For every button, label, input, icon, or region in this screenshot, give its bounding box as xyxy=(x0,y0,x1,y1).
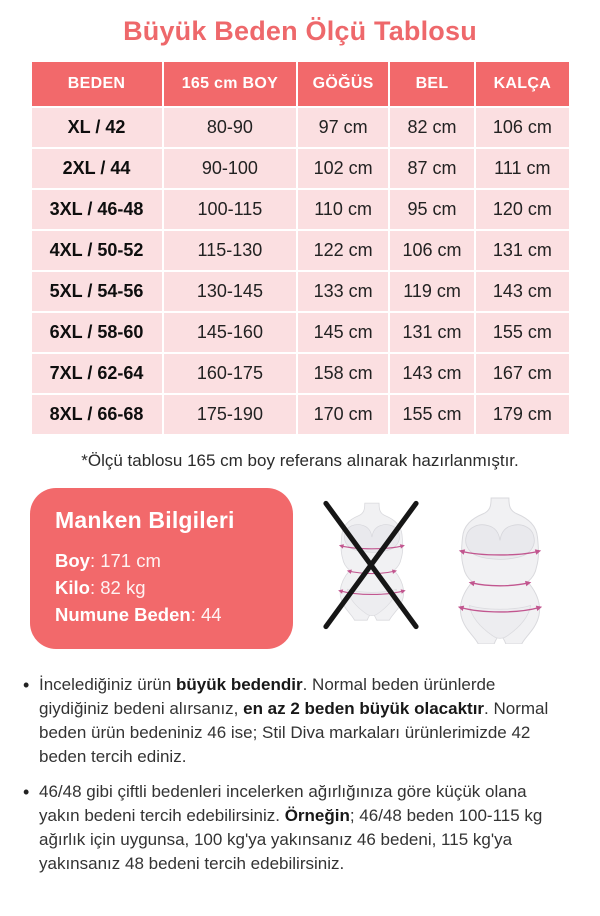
model-sample-size-line: Numune Beden: 44 xyxy=(55,601,275,628)
body-measurement-diagram-icon xyxy=(450,496,550,644)
note-text: . Normal beden ürünlerde giydiğiniz bede… xyxy=(39,675,496,718)
table-cell: 80-90 xyxy=(161,106,299,149)
column-header-gogus: GÖĞÜS xyxy=(296,60,390,108)
table-cell: 106 cm xyxy=(474,106,571,149)
notes-list: İncelediğiniz ürün büyük bedendir. Norma… xyxy=(22,673,570,876)
model-info-section: Manken Bilgileri Boy: 171 cm Kilo: 82 kg… xyxy=(30,488,574,649)
model-sample-size-label: Numune Beden xyxy=(55,604,191,625)
table-cell: 167 cm xyxy=(474,352,571,395)
table-cell: 100-115 xyxy=(161,188,299,231)
column-header-boy: 165 cm BOY xyxy=(161,60,299,108)
column-header-bel: BEL xyxy=(387,60,477,108)
table-cell: 130-145 xyxy=(161,270,299,313)
note-text: İncelediğiniz ürün xyxy=(39,675,177,694)
note-bold-text: en az 2 beden büyük olacaktır xyxy=(243,699,485,718)
column-header-kalca: KALÇA xyxy=(474,60,571,108)
table-cell: 90-100 xyxy=(161,147,299,190)
size-cell: 6XL / 58-60 xyxy=(29,311,164,354)
table-cell: 131 cm xyxy=(387,311,477,354)
table-cell: 179 cm xyxy=(474,393,571,436)
table-cell: 110 cm xyxy=(296,188,390,231)
page-title: Büyük Beden Ölçü Tablosu xyxy=(123,16,477,46)
table-cell: 120 cm xyxy=(474,188,571,231)
table-cell: 82 cm xyxy=(387,106,477,149)
table-cell: 145-160 xyxy=(161,311,299,354)
model-info-title: Manken Bilgileri xyxy=(55,507,235,533)
table-cell: 143 cm xyxy=(387,352,477,395)
table-row: XL / 42 80-90 97 cm 82 cm 106 cm xyxy=(29,106,571,149)
table-cell: 155 cm xyxy=(387,393,477,436)
model-info-card: Manken Bilgileri Boy: 171 cm Kilo: 82 kg… xyxy=(30,488,293,649)
table-cell: 102 cm xyxy=(296,147,390,190)
size-cell: 3XL / 46-48 xyxy=(29,188,164,231)
table-cell: 160-175 xyxy=(161,352,299,395)
column-header-beden: BEDEN xyxy=(29,60,164,108)
size-cell: 7XL / 62-64 xyxy=(29,352,164,395)
table-header-row: BEDEN 165 cm BOY GÖĞÜS BEL KALÇA xyxy=(29,60,571,108)
note-text: . Normal beden ürün bedeniniz 46 ise; St… xyxy=(39,699,549,766)
table-cell: 106 cm xyxy=(387,229,477,272)
table-cell: 143 cm xyxy=(474,270,571,313)
size-cell: 5XL / 54-56 xyxy=(29,270,164,313)
table-cell: 133 cm xyxy=(296,270,390,313)
table-cell: 170 cm xyxy=(296,393,390,436)
table-cell: 122 cm xyxy=(296,229,390,272)
size-chart-page: { "title": "Büyük Beden Ölçü Tablosu", "… xyxy=(0,16,600,916)
table-cell: 95 cm xyxy=(387,188,477,231)
table-cell: 158 cm xyxy=(296,352,390,395)
table-row: 4XL / 50-52 115-130 122 cm 106 cm 131 cm xyxy=(29,229,571,272)
model-weight-label: Kilo xyxy=(55,577,90,598)
table-cell: 119 cm xyxy=(387,270,477,313)
table-cell: 97 cm xyxy=(296,106,390,149)
table-cell: 175-190 xyxy=(161,393,299,436)
model-height-line: Boy: 171 cm xyxy=(55,547,275,574)
model-height-value: : 171 cm xyxy=(89,550,161,571)
model-sample-size-value: : 44 xyxy=(190,604,222,625)
note-text: 46/48 gibi çiftli bedenleri incelerken a… xyxy=(39,782,527,825)
model-height-label: Boy xyxy=(55,550,90,571)
table-row: 2XL / 44 90-100 102 cm 87 cm 111 cm xyxy=(29,147,571,190)
table-row: 5XL / 54-56 130-145 133 cm 119 cm 143 cm xyxy=(29,270,571,313)
size-cell: 8XL / 66-68 xyxy=(29,393,164,436)
crossed-body-diagram-icon xyxy=(322,500,419,630)
model-weight-line: Kilo: 82 kg xyxy=(55,574,275,601)
note-bold-text: Örneğin xyxy=(284,806,350,825)
table-cell: 145 cm xyxy=(296,311,390,354)
body-diagrams xyxy=(293,488,574,644)
table-cell: 115-130 xyxy=(161,229,299,272)
note-text: ; 46/48 beden 100-115 kg ağırlık için uy… xyxy=(39,806,543,873)
table-cell: 87 cm xyxy=(387,147,477,190)
table-footnote: *Ölçü tablosu 165 cm boy referans alınar… xyxy=(81,451,519,470)
model-weight-value: : 82 kg xyxy=(89,577,146,598)
table-cell: 111 cm xyxy=(474,147,571,190)
size-cell: 2XL / 44 xyxy=(29,147,164,190)
table-row: 6XL / 58-60 145-160 145 cm 131 cm 155 cm xyxy=(29,311,571,354)
note-bold-text: büyük bedendir xyxy=(176,675,303,694)
table-cell: 155 cm xyxy=(474,311,571,354)
note-item-1: İncelediğiniz ürün büyük bedendir. Norma… xyxy=(22,673,570,769)
size-cell: 4XL / 50-52 xyxy=(29,229,164,272)
note-item-2: 46/48 gibi çiftli bedenleri incelerken a… xyxy=(22,780,570,876)
table-row: 7XL / 62-64 160-175 158 cm 143 cm 167 cm xyxy=(29,352,571,395)
size-table: BEDEN 165 cm BOY GÖĞÜS BEL KALÇA XL / 42… xyxy=(29,60,571,436)
table-cell: 131 cm xyxy=(474,229,571,272)
table-row: 8XL / 66-68 175-190 170 cm 155 cm 179 cm xyxy=(29,393,571,436)
table-row: 3XL / 46-48 100-115 110 cm 95 cm 120 cm xyxy=(29,188,571,231)
size-cell: XL / 42 xyxy=(29,106,164,149)
